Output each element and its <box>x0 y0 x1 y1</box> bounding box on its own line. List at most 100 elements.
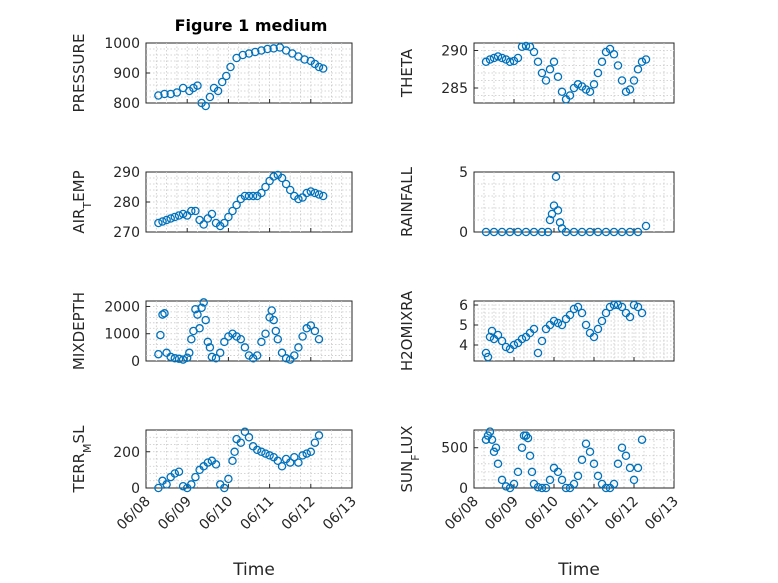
data-point <box>156 330 165 340</box>
subplot-theta: 285 290 THETA <box>398 41 675 104</box>
data-point <box>298 332 307 341</box>
data-point <box>211 354 221 363</box>
data-point <box>257 188 266 198</box>
y-tick-label: 1000 <box>104 327 140 343</box>
data-point <box>166 89 175 99</box>
data-point <box>306 447 316 457</box>
data-point <box>533 348 543 358</box>
data-point <box>213 86 223 96</box>
data-point <box>310 326 320 336</box>
data-point <box>637 308 647 318</box>
data-point <box>513 53 523 63</box>
data-point <box>314 190 324 199</box>
data-point <box>589 80 599 89</box>
data-point <box>170 212 180 222</box>
data-point <box>240 427 250 437</box>
y-axis-label: MIXDEPTH <box>70 292 88 370</box>
subplot-mixdepth: 0 1000 2000 MIXDEPTH <box>70 292 353 370</box>
data-point <box>281 179 291 189</box>
data-point <box>577 455 587 465</box>
data-point <box>306 187 316 196</box>
data-point <box>185 348 194 358</box>
data-point <box>232 200 241 210</box>
data-point <box>263 44 272 54</box>
y-tick-label: 0 <box>459 225 468 241</box>
data-point <box>220 483 229 493</box>
data-point <box>199 220 208 229</box>
y-tick-label: 800 <box>113 96 140 112</box>
data-point <box>273 456 283 466</box>
data-point <box>178 209 188 219</box>
data-point <box>174 211 184 220</box>
data-point <box>220 337 229 347</box>
data-point <box>182 353 192 362</box>
data-point <box>211 460 221 469</box>
data-point <box>250 47 260 57</box>
y-tick-label: 270 <box>113 225 140 241</box>
subplot-pressure: 800 900 1000 PRESSURE <box>70 34 353 112</box>
data-point <box>585 227 595 237</box>
x-axis-label: Time <box>232 560 275 580</box>
data-point <box>581 439 591 448</box>
data-point <box>244 433 254 442</box>
data-point <box>170 469 180 478</box>
data-point <box>238 50 248 60</box>
data-point <box>547 209 557 219</box>
data-point <box>193 310 202 319</box>
data-point <box>537 336 547 346</box>
data-point <box>166 352 175 362</box>
data-point <box>605 302 615 312</box>
data-point <box>485 427 495 436</box>
data-point <box>257 46 266 55</box>
data-point <box>529 227 539 237</box>
data-point <box>565 310 575 320</box>
data-point <box>205 92 215 102</box>
data-point <box>569 304 579 314</box>
data-point <box>525 42 535 52</box>
data-point <box>609 227 619 237</box>
data-point <box>306 321 316 330</box>
data-point <box>593 68 603 78</box>
data-point <box>314 334 324 344</box>
data-point <box>160 89 169 99</box>
data-point <box>527 467 537 477</box>
data-point <box>257 337 266 347</box>
y-tick-label: 900 <box>113 66 140 82</box>
data-point <box>509 340 519 350</box>
data-point <box>290 351 299 360</box>
data-point <box>493 459 503 469</box>
data-point <box>629 475 639 485</box>
data-point <box>545 475 555 485</box>
data-point <box>513 467 523 477</box>
data-point <box>281 354 291 363</box>
data-point <box>261 329 270 338</box>
data-point <box>201 101 210 111</box>
data-point <box>629 300 639 310</box>
data-point <box>174 354 184 364</box>
data-point <box>523 433 533 443</box>
data-point <box>240 343 250 352</box>
y-tick-label: 290 <box>113 165 140 181</box>
data-point <box>641 55 651 64</box>
data-point <box>481 348 491 358</box>
data-point <box>232 332 241 341</box>
data-point <box>617 302 627 312</box>
data-point <box>158 310 167 319</box>
data-point <box>589 332 599 342</box>
data-point <box>154 91 163 100</box>
data-point <box>252 445 262 455</box>
data-point <box>203 337 213 347</box>
data-point <box>557 320 567 330</box>
data-point <box>551 172 561 182</box>
data-point <box>517 443 527 452</box>
data-point <box>481 435 491 444</box>
data-point <box>557 87 567 97</box>
data-point <box>597 316 607 326</box>
data-point <box>222 71 231 81</box>
data-point <box>585 87 595 97</box>
data-point <box>314 431 324 440</box>
data-point <box>561 483 571 493</box>
y-tick-label: 4 <box>459 338 468 354</box>
data-point <box>226 62 235 72</box>
data-point <box>277 348 287 358</box>
